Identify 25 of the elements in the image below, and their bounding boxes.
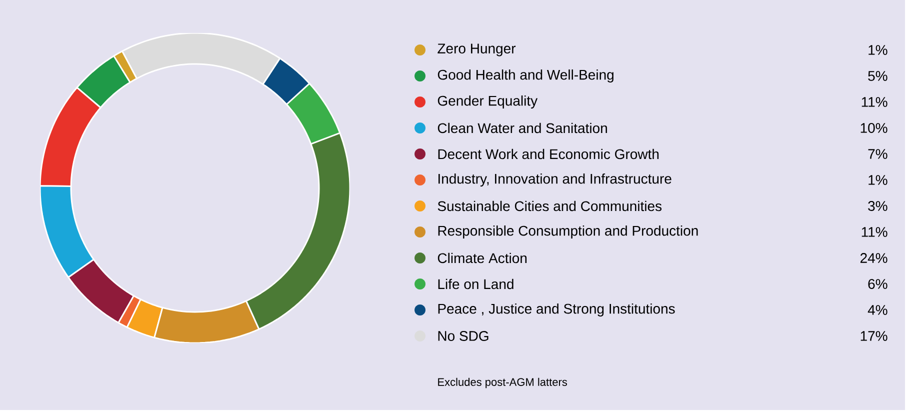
data-label: 4% [868, 305, 888, 315]
legend-label: Gender Equality [438, 95, 538, 109]
legend-label: Peace , Justice and Strong Institutions [438, 303, 675, 317]
legend-label: No SDG [438, 331, 488, 341]
data-label: 1% [868, 175, 888, 185]
legend-label: Industry, Innovation and Infrastructure [438, 173, 672, 187]
data-label: 11% [862, 97, 888, 107]
data-label: 24% [860, 253, 888, 263]
data-label: 5% [868, 71, 888, 81]
data-label: 17% [860, 331, 888, 341]
data-label: 6% [868, 279, 888, 289]
legend-label: Zero Hunger [438, 44, 516, 56]
legend-label: Decent Work and Economic Growth [438, 148, 659, 160]
legend-label: Sustainable Cities and Communities [438, 200, 662, 212]
legend-label: Responsible Consumption and Production [438, 225, 698, 239]
data-label: 11% [862, 227, 888, 237]
legend-label: Life on Land [438, 278, 514, 290]
data-label: 3% [868, 201, 888, 211]
legend-label: Good Health and Well-Being [438, 69, 614, 83]
data-label: 7% [868, 149, 888, 159]
legend-label: Clean Water and Sanitation [438, 122, 607, 134]
data-label: 10% [860, 123, 888, 133]
data-label: 1% [868, 45, 888, 55]
text: Excludes post-AGM latters [438, 378, 567, 388]
legend-label: Climate Action [438, 252, 527, 264]
